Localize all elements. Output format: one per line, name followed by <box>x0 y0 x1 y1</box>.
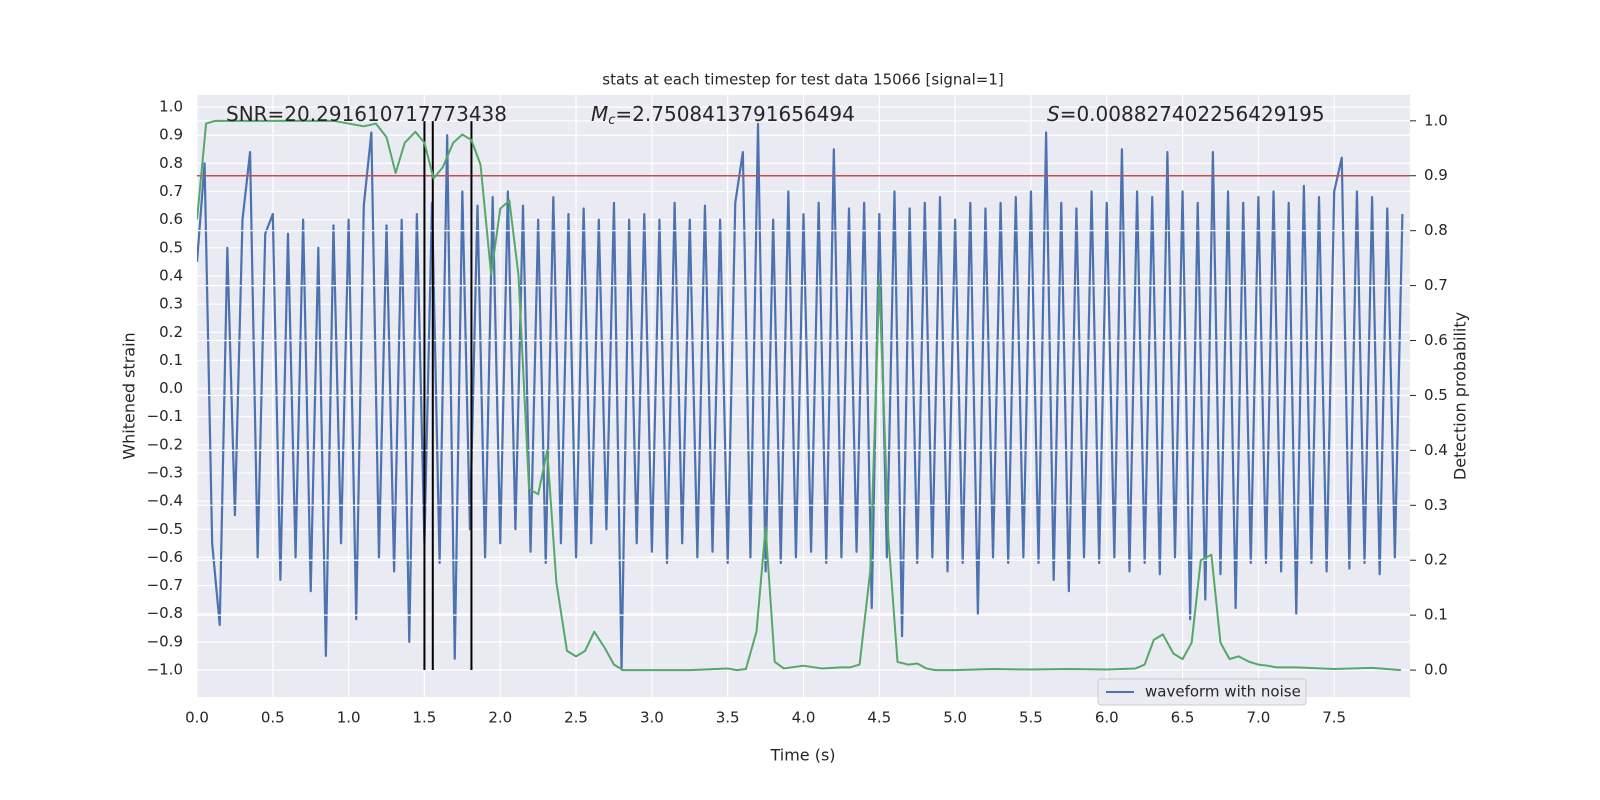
y-tick-label: −0.6 <box>147 548 183 566</box>
y-tick-label: 0.0 <box>159 379 183 397</box>
y2-tick-label: 0.9 <box>1424 166 1448 184</box>
y-tick-label: 0.1 <box>159 351 183 369</box>
y-tick-label: −0.2 <box>147 435 183 453</box>
annotation-subscript: c <box>608 113 615 128</box>
plot-content <box>197 95 1410 697</box>
y-tick-label: −0.4 <box>147 492 183 510</box>
y-tick-label: −0.8 <box>147 604 183 622</box>
x-tick-label: 7.0 <box>1246 709 1270 727</box>
x-tick-label: 0.0 <box>185 709 209 727</box>
y-tick-label: 0.6 <box>159 210 183 228</box>
annotation-text: =0.008827402256429195 <box>1060 102 1325 126</box>
y2-axis-label: Detection probability <box>1451 312 1470 480</box>
legend-box <box>1097 678 1307 706</box>
x-tick-label: 2.0 <box>488 709 512 727</box>
x-tick-label: 4.0 <box>792 709 816 727</box>
y-tick-label: 1.0 <box>159 98 183 116</box>
y-tick-label: 0.9 <box>159 126 183 144</box>
chart-title: stats at each timestep for test data 150… <box>602 71 1003 89</box>
y2-tick-label: 0.4 <box>1424 441 1448 459</box>
annotation: S=0.008827402256429195 <box>1047 102 1325 126</box>
y-tick-label: −0.5 <box>147 520 183 538</box>
x-tick-label: 7.5 <box>1322 709 1346 727</box>
annotation-symbol: M <box>591 102 608 126</box>
y-tick-label: −0.1 <box>147 407 183 425</box>
y2-tick-label: 0.2 <box>1424 551 1448 569</box>
legend-label: waveform with noise <box>1145 683 1301 701</box>
y-tick-label: 0.3 <box>159 295 183 313</box>
annotation-symbol: S <box>1047 102 1060 126</box>
x-tick-label: 1.5 <box>413 709 437 727</box>
data-line <box>197 119 1401 672</box>
x-tick-label: 3.5 <box>716 709 740 727</box>
x-tick-label: 2.5 <box>564 709 588 727</box>
y2-tick-label: 1.0 <box>1424 111 1448 129</box>
y-tick-label: 0.8 <box>159 154 183 172</box>
y2-tick-label: 0.8 <box>1424 221 1448 239</box>
y2-tick-label: 0.6 <box>1424 331 1448 349</box>
y2-tick-label: 0.5 <box>1424 386 1448 404</box>
annotation-text: =2.7508413791656494 <box>615 102 854 126</box>
x-tick-label: 6.0 <box>1095 709 1119 727</box>
y-tick-label: 0.2 <box>159 323 183 341</box>
x-tick-label: 4.5 <box>867 709 891 727</box>
annotation: SNR=20.291610717773438 <box>226 102 507 126</box>
y-axis-label: Whitened strain <box>120 332 139 459</box>
y2-tick-label: 0.1 <box>1424 606 1448 624</box>
y-tick-label: −1.0 <box>147 660 183 678</box>
y2-tick-label: 0.0 <box>1424 661 1448 679</box>
y-tick-label: −0.9 <box>147 632 183 650</box>
x-tick-label: 1.0 <box>337 709 361 727</box>
x-tick-label: 5.0 <box>943 709 967 727</box>
x-tick-label: 6.5 <box>1171 709 1195 727</box>
y-tick-label: 0.7 <box>159 182 183 200</box>
y-tick-label: 0.4 <box>159 266 183 284</box>
y-tick-label: −0.7 <box>147 576 183 594</box>
annotation-text: SNR=20.291610717773438 <box>226 102 507 126</box>
y-tick-label: −0.3 <box>147 463 183 481</box>
annotation: Mc=2.7508413791656494 <box>591 102 855 128</box>
x-axis-label: Time (s) <box>769 746 835 765</box>
x-tick-label: 0.5 <box>261 709 285 727</box>
x-tick-label: 3.0 <box>640 709 664 727</box>
y2-tick-label: 0.7 <box>1424 276 1448 294</box>
y2-tick-label: 0.3 <box>1424 496 1448 514</box>
y-tick-label: 0.5 <box>159 238 183 256</box>
x-tick-label: 5.5 <box>1019 709 1043 727</box>
